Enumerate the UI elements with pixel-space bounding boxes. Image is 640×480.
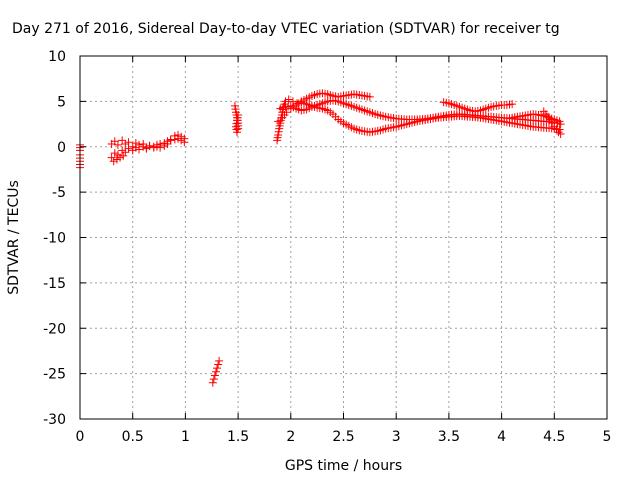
data-point <box>209 375 218 384</box>
data-point <box>554 128 563 137</box>
data-point <box>231 122 240 131</box>
data-point <box>113 140 122 149</box>
x-tick-label: 0.5 <box>122 429 144 445</box>
x-tick-label: 0 <box>76 429 85 445</box>
data-point <box>548 119 557 128</box>
data-point <box>282 108 291 117</box>
data-point <box>556 130 565 139</box>
x-tick-label: 4.5 <box>543 429 565 445</box>
data-point <box>232 119 241 128</box>
x-tick-label: 5 <box>603 429 612 445</box>
y-tick-label: -15 <box>43 276 66 292</box>
data-point <box>210 371 219 380</box>
data-point <box>231 105 240 114</box>
data-point <box>211 367 220 376</box>
x-tick-label: 2.5 <box>332 429 354 445</box>
y-tick-label: 5 <box>57 94 66 110</box>
data-point <box>546 115 555 124</box>
data-point <box>107 153 116 162</box>
data-point <box>365 92 374 101</box>
x-axis-label: GPS time / hours <box>285 458 402 474</box>
data-point <box>234 124 243 133</box>
data-points <box>76 89 565 387</box>
data-point <box>214 360 223 369</box>
x-tick-label: 2 <box>286 429 295 445</box>
x-tick-label: 3.5 <box>438 429 460 445</box>
y-tick-label: -10 <box>43 231 66 247</box>
y-tick-labels: -30 -25 -20 -15 -10 -5 0 5 10 <box>43 49 66 428</box>
data-point <box>145 141 154 150</box>
y-tick-label: -20 <box>43 321 66 337</box>
data-point <box>555 117 564 126</box>
data-point <box>274 130 283 139</box>
x-tick-label: 1.5 <box>227 429 249 445</box>
x-tick-label: 3 <box>392 429 401 445</box>
y-axis-label: SDTVAR / TECUs <box>6 180 22 295</box>
y-tick-label: -25 <box>43 367 66 383</box>
grid-lines <box>80 56 607 419</box>
data-point <box>230 101 239 110</box>
data-point <box>156 143 165 152</box>
y-tick-label: -30 <box>43 412 66 428</box>
data-point <box>180 134 189 143</box>
x-tick-label: 1 <box>181 429 190 445</box>
data-point <box>166 135 175 144</box>
data-point <box>274 117 283 126</box>
data-point <box>208 378 217 387</box>
data-point <box>234 110 243 119</box>
x-tick-labels: 0 0.5 1 1.5 2 2.5 3 3.5 4 4.5 5 <box>76 429 612 445</box>
y-tick-label: 10 <box>48 49 66 65</box>
data-point <box>163 140 172 149</box>
data-point <box>215 356 224 365</box>
y-tick-label: 0 <box>57 140 66 156</box>
data-point <box>284 95 293 104</box>
data-point <box>119 151 128 160</box>
data-point <box>213 364 222 373</box>
data-point <box>135 140 144 149</box>
plot-frame <box>79 55 608 420</box>
y-tick-label: -5 <box>52 185 66 201</box>
data-point <box>508 100 517 109</box>
data-point <box>274 127 283 136</box>
data-point <box>124 138 133 147</box>
x-tick-label: 4 <box>497 429 506 445</box>
chart-title: Day 271 of 2016, Sidereal Day-to-day VTE… <box>12 21 560 37</box>
